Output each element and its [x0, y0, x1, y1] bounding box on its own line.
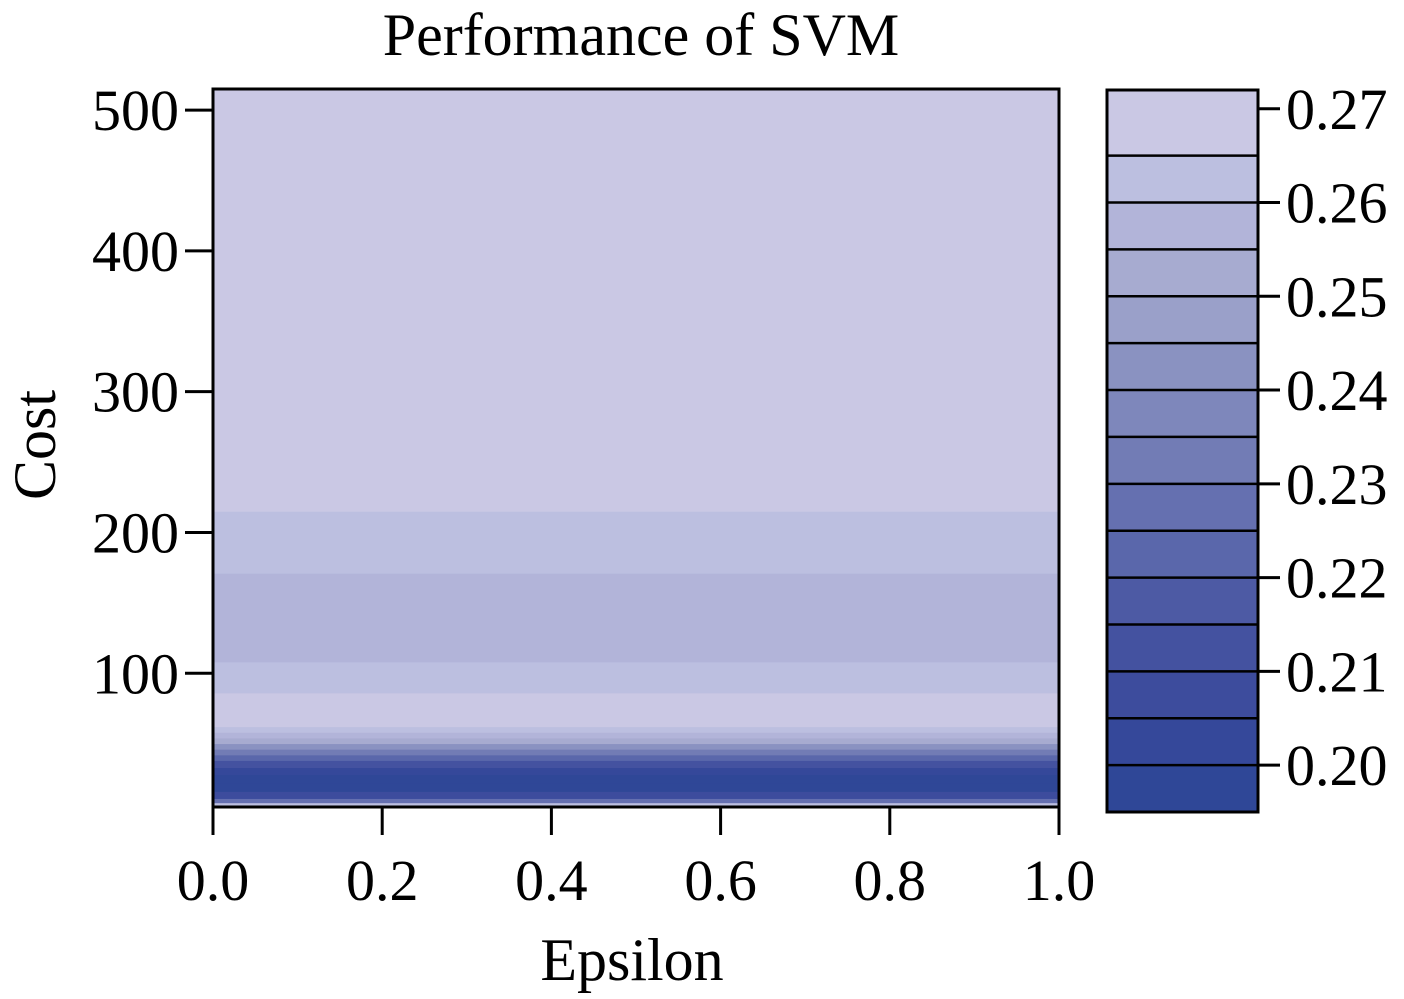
heatmap-band-1	[213, 798, 1059, 804]
y-tick-label: 400	[92, 219, 179, 284]
colorbar-swatch-10	[1107, 296, 1258, 344]
colorbar-swatch-5	[1107, 530, 1258, 578]
heatmap-band-3	[213, 782, 1059, 792]
plot-frame	[211, 87, 1061, 809]
colorbar-swatch-6	[1107, 483, 1258, 531]
colorbar-tick-label: 0.21	[1286, 639, 1388, 704]
colorbar-frame	[1105, 88, 1260, 814]
colorbar-tick-label: 0.22	[1286, 546, 1388, 611]
heatmap-band-0	[213, 802, 1059, 808]
colorbar-tick-label: 0.27	[1286, 77, 1388, 142]
x-tick-label: 0.6	[684, 848, 757, 913]
heatmap-band-12	[213, 726, 1059, 733]
y-axis: 100 200 300 400 500	[92, 78, 213, 706]
colorbar-swatch-14	[1107, 90, 1258, 156]
colorbar-swatch-8	[1107, 390, 1258, 437]
colorbar-tick-label: 0.25	[1286, 264, 1388, 329]
colorbar-swatch-1	[1107, 718, 1258, 766]
colorbar: 0.20 0.21 0.22 0.23 0.24 0.25 0.26 0.27	[1105, 77, 1388, 814]
x-tick-label: 1.0	[1023, 848, 1096, 913]
x-axis: 0.0 0.2 0.4 0.6 0.8 1.0	[177, 807, 1096, 913]
heatmap-band-17	[213, 88, 1059, 512]
heatmap-band-7	[213, 754, 1059, 761]
colorbar-tick-label: 0.23	[1286, 452, 1388, 517]
heatmap-band-16	[213, 510, 1059, 574]
colorbar-swatch-2	[1107, 671, 1258, 719]
colorbar-swatch-9	[1107, 343, 1258, 391]
x-tick-label: 0.4	[515, 848, 588, 913]
heatmap-band-8	[213, 748, 1059, 756]
colorbar-tick-label: 0.26	[1286, 171, 1388, 236]
heatmap-band-11	[213, 731, 1059, 739]
y-tick-label: 500	[92, 78, 179, 143]
heatmap-band-13	[213, 692, 1059, 728]
heatmap-band-5	[213, 767, 1059, 776]
y-tick-label: 300	[92, 360, 179, 425]
heatmap-band-10	[213, 737, 1059, 745]
colorbar-swatch-13	[1107, 155, 1258, 203]
colorbar-swatch-12	[1107, 202, 1258, 250]
x-tick-label: 0.8	[854, 848, 927, 913]
heatmap-band-6	[213, 760, 1059, 768]
heatmap-band-2	[213, 791, 1059, 799]
colorbar-tick-label: 0.24	[1286, 358, 1388, 423]
heatmap-band-14	[213, 661, 1059, 694]
heatmap-band-9	[213, 743, 1059, 750]
colorbar-swatch-0	[1107, 765, 1258, 812]
heatmap-band-15	[213, 572, 1059, 663]
heatmap-cells	[213, 88, 1059, 808]
colorbar-tick-label: 0.20	[1286, 733, 1388, 798]
x-tick-label: 0.2	[346, 848, 419, 913]
y-axis-label: Cost	[2, 390, 68, 500]
x-tick-label: 0.0	[177, 848, 250, 913]
colorbar-swatch-3	[1107, 624, 1258, 672]
chart-title: Performance of SVM	[383, 2, 900, 68]
y-tick-label: 200	[92, 500, 179, 565]
heatmap-band-4	[213, 774, 1059, 784]
colorbar-swatch-11	[1107, 249, 1258, 297]
colorbar-swatch-4	[1107, 577, 1258, 625]
y-tick-label: 100	[92, 641, 179, 706]
colorbar-swatch-7	[1107, 436, 1258, 484]
x-axis-label: Epsilon	[540, 927, 723, 993]
